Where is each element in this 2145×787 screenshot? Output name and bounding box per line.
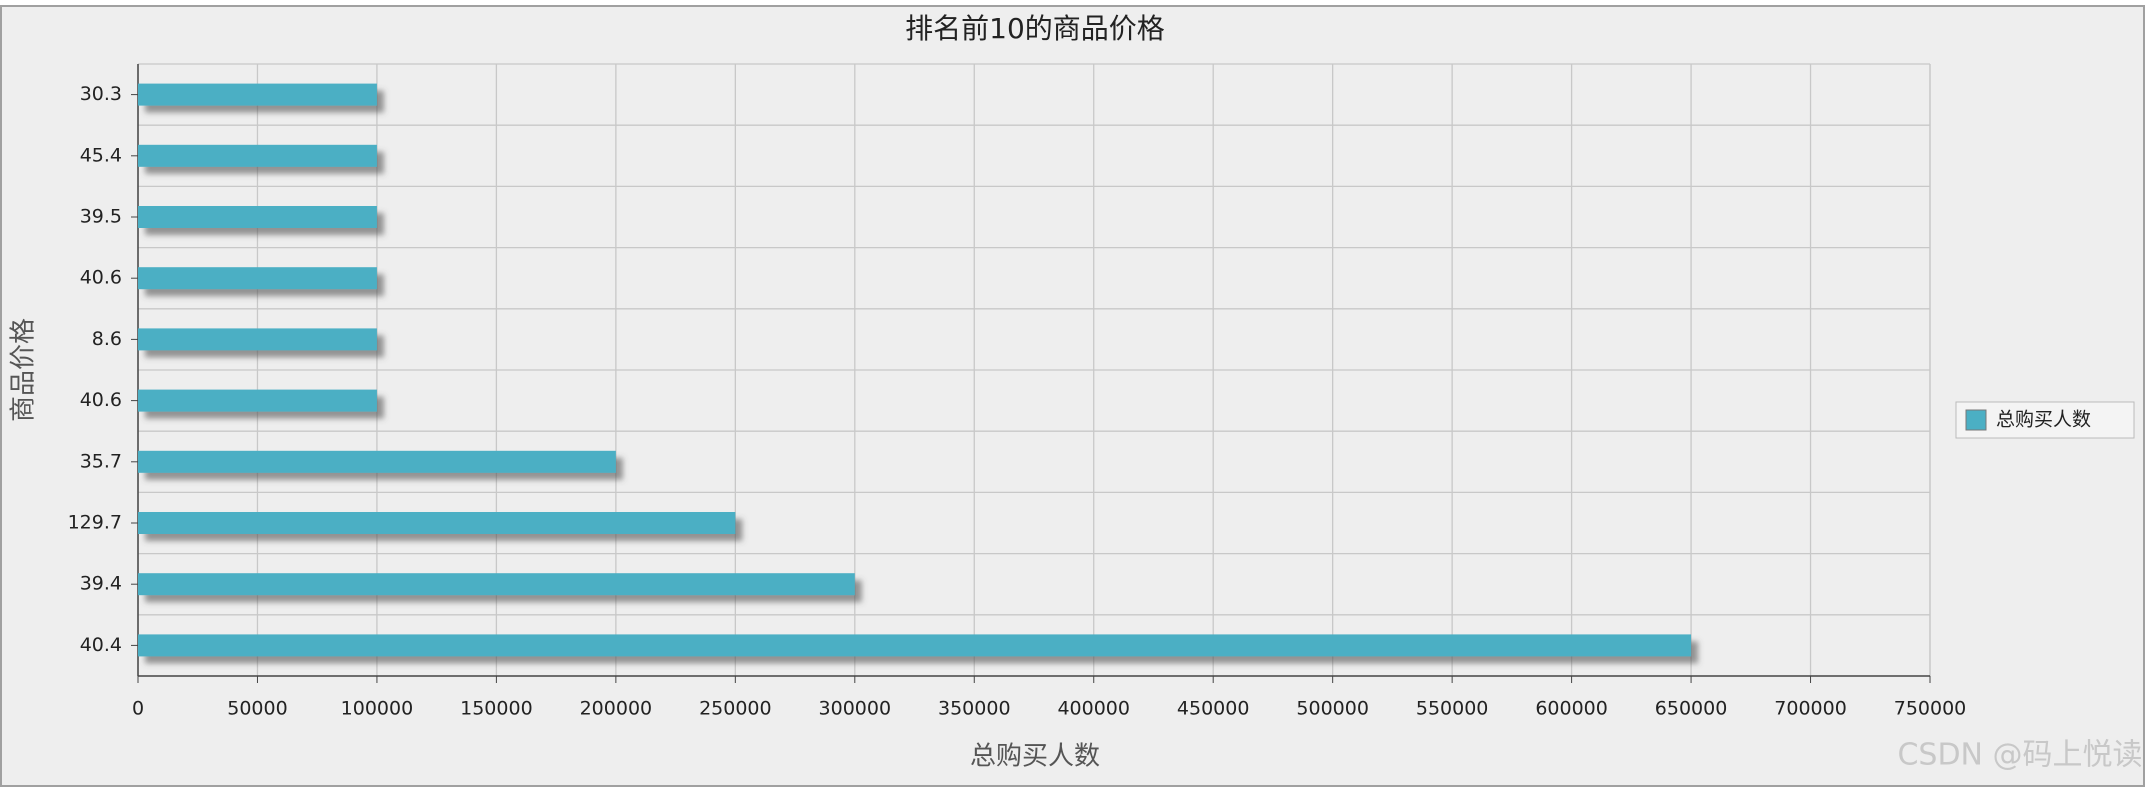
x-tick-label: 600000 <box>1535 698 1608 720</box>
bar <box>138 389 377 412</box>
bar <box>138 634 1692 657</box>
y-tick-label: 30.3 <box>80 83 122 105</box>
x-tick-label: 300000 <box>819 698 892 720</box>
y-tick-label: 8.6 <box>92 328 122 350</box>
x-tick-label: 650000 <box>1655 698 1728 720</box>
legend-label: 总购买人数 <box>1996 409 2091 431</box>
bar <box>138 206 377 228</box>
y-tick-label: 40.4 <box>80 634 122 656</box>
y-tick-label: 45.4 <box>80 144 122 166</box>
x-axis-label: 总购买人数 <box>970 742 1100 772</box>
x-tick-label: 100000 <box>341 698 414 720</box>
y-tick-label: 39.5 <box>80 206 122 228</box>
x-tick-label: 250000 <box>699 698 772 720</box>
x-tick-label: 550000 <box>1416 698 1489 720</box>
chart-title: 排名前10的商品价格 <box>905 12 1165 45</box>
x-tick-label: 350000 <box>938 698 1011 720</box>
watermark: CSDN @码上悦读 <box>1897 738 2142 773</box>
x-tick-label: 400000 <box>1057 698 1130 720</box>
x-tick-label: 450000 <box>1177 698 1250 720</box>
y-tick-label: 40.6 <box>80 389 122 411</box>
y-tick-label: 40.6 <box>80 267 122 289</box>
bar <box>138 573 855 596</box>
x-tick-label: 700000 <box>1774 698 1847 720</box>
x-tick-label: 50000 <box>227 698 287 720</box>
bar <box>138 83 377 106</box>
x-tick-label: 0 <box>132 698 144 720</box>
y-axis-label: 商品价格 <box>9 318 39 422</box>
bar <box>138 328 377 351</box>
y-tick-label: 39.4 <box>80 573 122 595</box>
legend-swatch <box>1965 409 1987 431</box>
x-tick-label: 150000 <box>460 698 533 720</box>
bar <box>138 450 616 473</box>
x-tick-label: 200000 <box>580 698 653 720</box>
y-tick-label: 35.7 <box>80 450 122 472</box>
x-tick-label: 500000 <box>1296 698 1369 720</box>
x-tick-label: 750000 <box>1894 698 1967 720</box>
y-tick-label: 129.7 <box>68 512 122 534</box>
bar <box>138 267 377 290</box>
bar <box>138 512 736 534</box>
bar <box>138 144 377 167</box>
